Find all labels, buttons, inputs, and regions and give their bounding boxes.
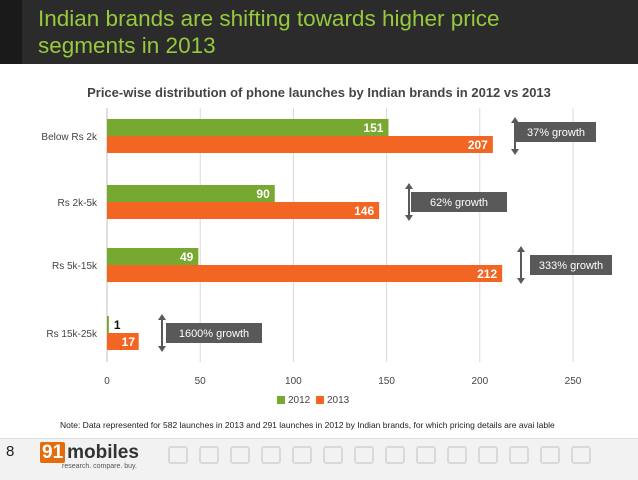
phone-icon bbox=[416, 446, 436, 464]
chart-title: Price-wise distribution of phone launche… bbox=[87, 85, 551, 100]
growth-callout-label: 333% growth bbox=[539, 260, 603, 272]
laptop-icon bbox=[385, 446, 405, 464]
logo-number: 91 bbox=[40, 442, 66, 463]
x-tick-label: 150 bbox=[378, 376, 395, 387]
category-label: Below Rs 2k bbox=[41, 132, 98, 143]
legend-swatch-2013 bbox=[316, 396, 324, 404]
x-tick-label: 200 bbox=[471, 376, 488, 387]
x-tick-label: 100 bbox=[285, 376, 302, 387]
tablet-icon bbox=[199, 446, 219, 464]
arrow-up-icon bbox=[405, 183, 413, 189]
laptop-icon bbox=[509, 446, 529, 464]
arrow-up-icon bbox=[158, 314, 166, 320]
growth-callout-box bbox=[516, 122, 596, 142]
arrow-down-icon bbox=[517, 278, 525, 284]
phone-icon bbox=[292, 446, 312, 464]
bar-2013 bbox=[107, 202, 380, 219]
legend-label-2012: 2012 bbox=[288, 395, 311, 406]
data-label-2013: 207 bbox=[468, 138, 488, 152]
legend-swatch-2012 bbox=[277, 396, 285, 404]
footer-bar bbox=[0, 438, 638, 480]
arrow-up-icon bbox=[517, 246, 525, 252]
growth-callout-box bbox=[166, 323, 262, 343]
bar-2013 bbox=[107, 136, 493, 153]
laptop-icon bbox=[261, 446, 281, 464]
footnote: Note: Data represented for 582 launches … bbox=[60, 420, 555, 430]
arrow-up-icon bbox=[511, 117, 519, 123]
camera-icon bbox=[478, 446, 498, 464]
category-label: Rs 15k-25k bbox=[46, 329, 98, 340]
arrow-down-icon bbox=[511, 149, 519, 155]
category-label: Rs 5k-15k bbox=[52, 261, 98, 272]
bar-2012 bbox=[107, 316, 109, 333]
data-label-2012: 90 bbox=[256, 187, 270, 201]
camera-icon bbox=[230, 446, 250, 464]
data-label-2012: 151 bbox=[363, 121, 383, 135]
arrow-down-icon bbox=[158, 346, 166, 352]
logo-tagline: research. compare. buy. bbox=[62, 463, 137, 470]
bar-2012 bbox=[107, 185, 275, 202]
phone-icon bbox=[168, 446, 188, 464]
data-label-2012: 1 bbox=[114, 318, 121, 332]
bar-2012 bbox=[107, 248, 199, 265]
data-label-2013: 212 bbox=[477, 267, 497, 281]
growth-callout-box bbox=[530, 255, 612, 275]
tablet-icon bbox=[571, 446, 591, 464]
data-label-2013: 17 bbox=[122, 335, 136, 349]
data-label-2013: 146 bbox=[354, 204, 374, 218]
growth-callout-box bbox=[411, 192, 507, 212]
device-icons-strip bbox=[168, 446, 634, 470]
camera-icon bbox=[354, 446, 374, 464]
page-number: 8 bbox=[6, 443, 15, 460]
arrow-down-icon bbox=[405, 215, 413, 221]
bar-2013 bbox=[107, 333, 139, 350]
chart-svg: 0 50 100 150 200 250 Below Rs 2k 151 207 Rs 2k-5k… bbox=[41, 108, 612, 406]
header-accent bbox=[0, 0, 22, 64]
x-tick-label: 50 bbox=[195, 376, 207, 387]
growth-callout-label: 37% growth bbox=[527, 127, 585, 139]
slide-title-line-2: segments in 2013 bbox=[38, 33, 216, 58]
x-tick-label: 0 bbox=[104, 376, 110, 387]
header-bar bbox=[0, 0, 638, 64]
legend-label-2013: 2013 bbox=[327, 395, 350, 406]
category-label: Rs 2k-5k bbox=[58, 198, 98, 209]
bar-2012 bbox=[107, 119, 389, 136]
tablet-icon bbox=[447, 446, 467, 464]
tablet-icon bbox=[323, 446, 343, 464]
logo-word: mobiles bbox=[67, 442, 139, 463]
growth-callout-label: 1600% growth bbox=[179, 328, 249, 340]
data-label-2012: 49 bbox=[180, 250, 194, 264]
x-tick-label: 250 bbox=[565, 376, 582, 387]
slide-title-line-1: Indian brands are shifting towards highe… bbox=[38, 6, 500, 31]
brand-logo: 91 mobiles research. compare. buy. bbox=[40, 442, 158, 472]
bar-2013 bbox=[107, 265, 503, 282]
phone-icon bbox=[540, 446, 560, 464]
growth-callout-label: 62% growth bbox=[430, 197, 488, 209]
